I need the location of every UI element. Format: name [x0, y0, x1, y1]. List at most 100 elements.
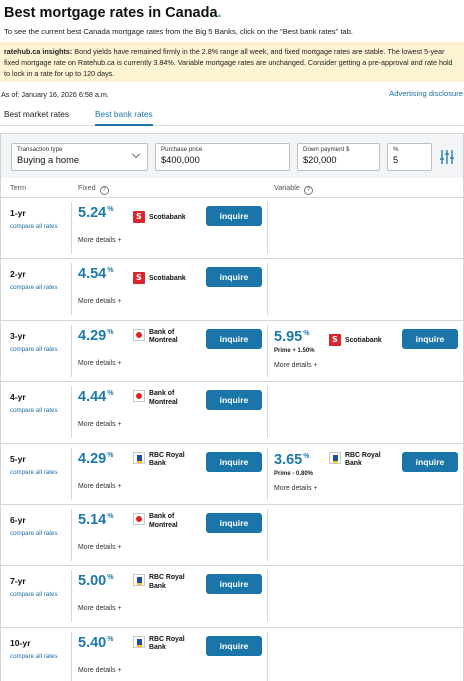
- table-row: 4-yr compare all rates 4.44% Bank of Montrea…: [1, 381, 463, 442]
- fixed-rate: 5.24%: [78, 205, 113, 221]
- compare-all-rates-link[interactable]: compare all rates: [10, 591, 58, 599]
- purchase-price-label: Purchase price: [161, 146, 203, 153]
- percent-sign: %: [107, 206, 114, 213]
- fixed-rate: 4.29%: [78, 451, 113, 467]
- down-payment-label: Down payment $: [303, 146, 350, 153]
- purchase-price-input[interactable]: Purchase price $400,000: [155, 143, 290, 171]
- fixed-label: Fixed: [78, 183, 96, 192]
- column-divider: [71, 263, 72, 316]
- compare-all-rates-link[interactable]: compare all rates: [10, 223, 58, 230]
- column-divider: [71, 447, 72, 500]
- lender-name: RBC Royal Bank: [149, 452, 185, 469]
- term-label: 3-yr: [10, 330, 26, 341]
- more-details-link[interactable]: More details +: [78, 544, 122, 551]
- lender-name: Scotiabank: [149, 214, 186, 223]
- term-label: 6-yr: [10, 515, 26, 525]
- advertising-disclosure-link[interactable]: Advertising disclosure: [389, 89, 463, 98]
- info-icon[interactable]: ?: [99, 186, 109, 195]
- lender-name-line: Bank: [345, 460, 362, 468]
- compare-all-rates-link[interactable]: compare all rates: [10, 284, 58, 292]
- rate-value: 5.95: [274, 328, 303, 345]
- percent-label: %: [393, 146, 399, 153]
- term-label: 10-yr: [10, 637, 31, 648]
- more-details-link[interactable]: More details +: [78, 237, 122, 244]
- lender-name: Bank of Montreal: [149, 329, 178, 346]
- lender-name-line: Scotiabank: [149, 214, 186, 221]
- info-icon[interactable]: ?: [303, 186, 313, 195]
- tab-best-bank-rates[interactable]: Best bank rates: [95, 109, 153, 126]
- purchase-price-value: $400,000: [161, 155, 200, 165]
- compare-all-rates-link[interactable]: compare all rates: [10, 468, 58, 476]
- rate-value: 3.65: [274, 451, 303, 468]
- fixed-rate: 5.00%: [78, 573, 113, 589]
- rbc-logo: [133, 635, 145, 648]
- more-details-link[interactable]: More details +: [274, 484, 318, 492]
- table-row: 7-yr compare all rates 5.00% RBC Royal Bank i…: [1, 565, 463, 626]
- more-details-link[interactable]: More details +: [78, 421, 122, 429]
- transaction-type-label: Transaction type: [17, 146, 63, 153]
- down-payment-input[interactable]: Down payment $ $20,000: [297, 143, 380, 171]
- inquire-button[interactable]: inquire: [206, 328, 262, 349]
- more-details-link[interactable]: More details +: [78, 298, 122, 306]
- inquire-button[interactable]: inquire: [206, 206, 262, 226]
- intro-text: To see the current best Canada mortgage …: [4, 27, 353, 36]
- lender-name: RBC Royal Bank: [149, 574, 185, 591]
- table-row: 1-yr compare all rates 5.24% Scotiabank inqu…: [1, 197, 463, 258]
- more-details-link[interactable]: More details +: [78, 666, 122, 674]
- prime-spread: Prime - 0.80%: [274, 470, 314, 477]
- filter-settings-icon[interactable]: [439, 149, 455, 165]
- bmo-logo: [133, 390, 145, 403]
- more-details-link[interactable]: More details +: [78, 482, 122, 490]
- rate-value: 5.14: [78, 512, 107, 528]
- column-divider: [71, 202, 72, 254]
- page-title: Best mortgage rates in Canada.: [4, 5, 222, 21]
- inquire-button[interactable]: inquire: [206, 574, 262, 595]
- rbc-logo: [133, 451, 145, 464]
- rate-value: 5.00: [78, 573, 107, 590]
- percent-sign: %: [107, 451, 114, 459]
- inquire-button[interactable]: inquire: [206, 390, 262, 411]
- lender-name-line: Bank of: [149, 328, 175, 336]
- column-divider: [267, 202, 268, 254]
- lender-name: RBC Royal Bank: [345, 452, 381, 469]
- lender-name: Scotiabank: [345, 337, 382, 346]
- table-row: 2-yr compare all rates 4.54% Scotiabank inqu…: [1, 258, 463, 319]
- inquire-button[interactable]: inquire: [402, 451, 458, 472]
- lender-name-line: Bank: [149, 644, 166, 652]
- tab-best-market-rates[interactable]: Best market rates: [4, 109, 70, 119]
- column-header-fixed: Fixed ?: [78, 183, 109, 195]
- inquire-button[interactable]: inquire: [206, 513, 262, 533]
- column-divider: [71, 509, 72, 561]
- rate-tabs: Best market rates Best bank rates: [0, 104, 464, 126]
- lender-name-line: Scotiabank: [149, 275, 186, 283]
- more-details-link[interactable]: More details +: [78, 605, 122, 613]
- term-label: 7-yr: [10, 576, 26, 587]
- inquire-button[interactable]: inquire: [402, 328, 458, 349]
- compare-all-rates-link[interactable]: compare all rates: [10, 652, 58, 660]
- insights-label: ratehub.ca insights:: [4, 47, 73, 56]
- down-payment-percent-input[interactable]: % 5: [387, 143, 432, 171]
- rates-panel: Transaction type Buying a home Purchase …: [0, 133, 464, 681]
- column-divider: [267, 263, 268, 316]
- lender-name-line: RBC Royal: [149, 635, 185, 643]
- lender-name: RBC Royal Bank: [149, 636, 185, 653]
- inquire-button[interactable]: inquire: [206, 451, 262, 472]
- lender-name-line: Bank of: [149, 390, 175, 398]
- transaction-type-select[interactable]: Transaction type Buying a home: [11, 143, 148, 171]
- variable-rate: 5.95%: [274, 329, 309, 345]
- percent-value: 5: [393, 155, 399, 165]
- prime-spread: Prime + 1.50%: [274, 347, 315, 354]
- column-divider: [71, 386, 72, 439]
- column-divider: [71, 631, 72, 681]
- percent-sign: %: [303, 452, 310, 460]
- more-details-link[interactable]: More details +: [274, 361, 318, 369]
- compare-all-rates-link[interactable]: compare all rates: [10, 345, 58, 353]
- column-divider: [71, 570, 72, 623]
- compare-all-rates-link[interactable]: compare all rates: [10, 530, 58, 537]
- inquire-button[interactable]: inquire: [206, 635, 262, 656]
- rbc-logo: [329, 451, 341, 464]
- compare-all-rates-link[interactable]: compare all rates: [10, 407, 58, 415]
- column-divider: [267, 386, 268, 439]
- inquire-button[interactable]: inquire: [206, 267, 262, 288]
- more-details-link[interactable]: More details +: [78, 359, 122, 367]
